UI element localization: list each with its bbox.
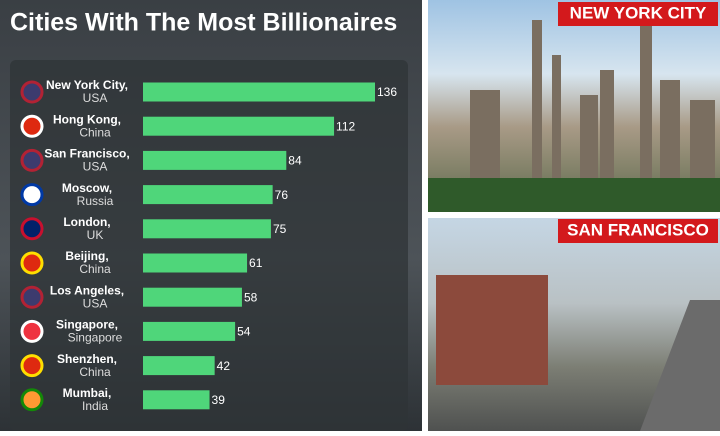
- park: [428, 178, 720, 212]
- city-label: Beijing,: [65, 249, 108, 263]
- house: [436, 275, 548, 385]
- value-label: 54: [237, 325, 251, 339]
- bar: [143, 116, 335, 136]
- city-label: New York City,: [46, 78, 128, 92]
- flag: [20, 80, 44, 104]
- flag: [20, 217, 44, 241]
- value-label: 61: [249, 256, 263, 270]
- country-label: UK: [87, 228, 104, 242]
- chart-title: Cities With The Most Billionaires: [10, 9, 397, 37]
- city-label: Shenzhen,: [57, 352, 117, 366]
- bar: [143, 253, 248, 273]
- bar: [143, 287, 242, 307]
- flag: [20, 319, 44, 343]
- country-label: Singapore: [68, 331, 123, 345]
- flag: [20, 388, 44, 412]
- country-label: Russia: [77, 194, 114, 208]
- street: [640, 300, 720, 431]
- country-label: USA: [83, 296, 108, 310]
- value-label: 84: [288, 154, 302, 168]
- city-label: San Francisco,: [44, 147, 129, 161]
- city-label: Hong Kong,: [53, 112, 121, 126]
- flag: [20, 183, 44, 207]
- value-label: 112: [336, 119, 355, 133]
- flag: [20, 251, 44, 275]
- value-label: 76: [275, 188, 289, 202]
- bar: [143, 150, 287, 170]
- country-label: India: [82, 399, 108, 413]
- photo-label: SAN FRANCISCO: [567, 220, 709, 239]
- bar: [143, 390, 210, 410]
- flag: [20, 148, 44, 172]
- bar: [143, 219, 271, 239]
- chart-panel: [10, 60, 408, 431]
- value-label: 75: [273, 222, 287, 236]
- bar: [143, 321, 236, 341]
- value-label: 39: [212, 393, 226, 407]
- country-label: China: [79, 125, 111, 139]
- flag: [20, 114, 44, 138]
- bar: [143, 356, 215, 376]
- bar: [143, 185, 273, 205]
- country-label: China: [79, 262, 111, 276]
- flag: [20, 354, 44, 378]
- flag: [20, 285, 44, 309]
- city-label: London,: [63, 215, 110, 229]
- country-label: USA: [83, 160, 108, 174]
- country-label: China: [79, 365, 111, 379]
- value-label: 136: [377, 85, 397, 99]
- city-label: Moscow,: [62, 181, 112, 195]
- label-box: [558, 219, 718, 243]
- value-label: 58: [244, 290, 258, 304]
- bar: [143, 82, 375, 102]
- city-label: Los Angeles,: [50, 283, 124, 297]
- city-label: Mumbai,: [63, 386, 112, 400]
- label-box: [558, 2, 718, 26]
- photo-label: NEW YORK CITY: [570, 3, 707, 22]
- country-label: USA: [83, 91, 108, 105]
- skyline: [470, 20, 715, 190]
- value-label: 42: [217, 359, 231, 373]
- city-label: Singapore,: [56, 318, 118, 332]
